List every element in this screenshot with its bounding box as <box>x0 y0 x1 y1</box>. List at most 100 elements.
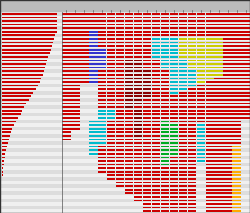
Bar <box>98 167 106 169</box>
Bar <box>232 52 241 54</box>
Bar <box>188 103 196 104</box>
Bar <box>170 74 178 76</box>
Bar <box>89 153 98 155</box>
Bar <box>232 63 241 65</box>
Bar <box>188 95 196 97</box>
Bar <box>62 148 250 152</box>
Bar <box>241 52 250 54</box>
Bar <box>161 171 169 173</box>
Bar <box>152 135 160 137</box>
Bar <box>107 70 116 72</box>
Bar <box>214 24 223 25</box>
Bar <box>71 114 80 115</box>
Bar <box>196 74 205 76</box>
Bar <box>98 27 106 29</box>
Bar <box>179 203 187 205</box>
Bar <box>98 38 106 40</box>
Bar <box>143 17 151 18</box>
Bar <box>71 49 80 50</box>
Bar <box>188 42 196 43</box>
Bar <box>206 182 214 183</box>
Bar <box>224 110 232 112</box>
Bar <box>232 60 241 61</box>
Bar <box>2 139 9 140</box>
Bar <box>89 35 98 36</box>
Bar <box>196 95 205 97</box>
Bar <box>196 13 205 15</box>
Bar <box>152 178 160 180</box>
Bar <box>107 88 116 90</box>
Bar <box>170 149 178 151</box>
Bar <box>170 124 178 126</box>
Bar <box>170 121 178 122</box>
Bar <box>107 95 116 97</box>
Bar <box>71 17 80 18</box>
Bar <box>98 110 106 112</box>
Bar <box>232 35 241 36</box>
Bar <box>125 81 133 83</box>
Bar <box>232 117 241 119</box>
Bar <box>2 114 21 115</box>
Bar <box>62 80 250 84</box>
Bar <box>224 124 232 126</box>
Bar <box>116 164 124 166</box>
Bar <box>2 27 57 29</box>
Bar <box>143 203 151 205</box>
Bar <box>152 124 160 126</box>
Bar <box>80 24 88 25</box>
Bar <box>2 42 53 43</box>
Bar <box>143 103 151 104</box>
Bar <box>214 182 223 183</box>
Bar <box>170 135 178 137</box>
Bar <box>241 92 250 94</box>
Bar <box>0 116 62 120</box>
Bar <box>232 20 241 22</box>
Bar <box>0 120 62 123</box>
Bar <box>214 13 223 15</box>
Bar <box>196 49 205 50</box>
Bar <box>143 210 151 212</box>
Bar <box>0 12 62 16</box>
Bar <box>188 17 196 18</box>
Bar <box>161 128 169 130</box>
Bar <box>125 106 133 108</box>
Bar <box>224 78 232 79</box>
Bar <box>224 185 232 187</box>
Bar <box>71 106 80 108</box>
Bar <box>116 49 124 50</box>
Bar <box>0 141 62 145</box>
Bar <box>98 103 106 104</box>
Bar <box>143 67 151 69</box>
Bar <box>143 139 151 140</box>
Bar <box>80 27 88 29</box>
Bar <box>152 13 160 15</box>
Bar <box>125 160 133 162</box>
Bar <box>214 81 223 83</box>
Bar <box>214 117 223 119</box>
Bar <box>206 56 214 58</box>
Bar <box>89 24 98 25</box>
Bar <box>232 24 241 25</box>
Bar <box>2 164 4 166</box>
Bar <box>2 149 6 151</box>
Bar <box>214 189 223 191</box>
Bar <box>134 74 142 76</box>
Bar <box>224 85 232 86</box>
Bar <box>98 92 106 94</box>
Bar <box>170 81 178 83</box>
Bar <box>107 20 116 22</box>
Bar <box>241 20 250 22</box>
Bar <box>0 145 62 148</box>
Bar <box>62 188 250 191</box>
Bar <box>161 196 169 198</box>
Bar <box>241 110 250 112</box>
Bar <box>206 60 214 61</box>
Bar <box>196 63 205 65</box>
Bar <box>214 45 223 47</box>
Bar <box>143 121 151 122</box>
Bar <box>2 106 24 108</box>
Bar <box>116 17 124 18</box>
Bar <box>161 203 169 205</box>
Bar <box>89 124 98 126</box>
Bar <box>134 182 142 183</box>
